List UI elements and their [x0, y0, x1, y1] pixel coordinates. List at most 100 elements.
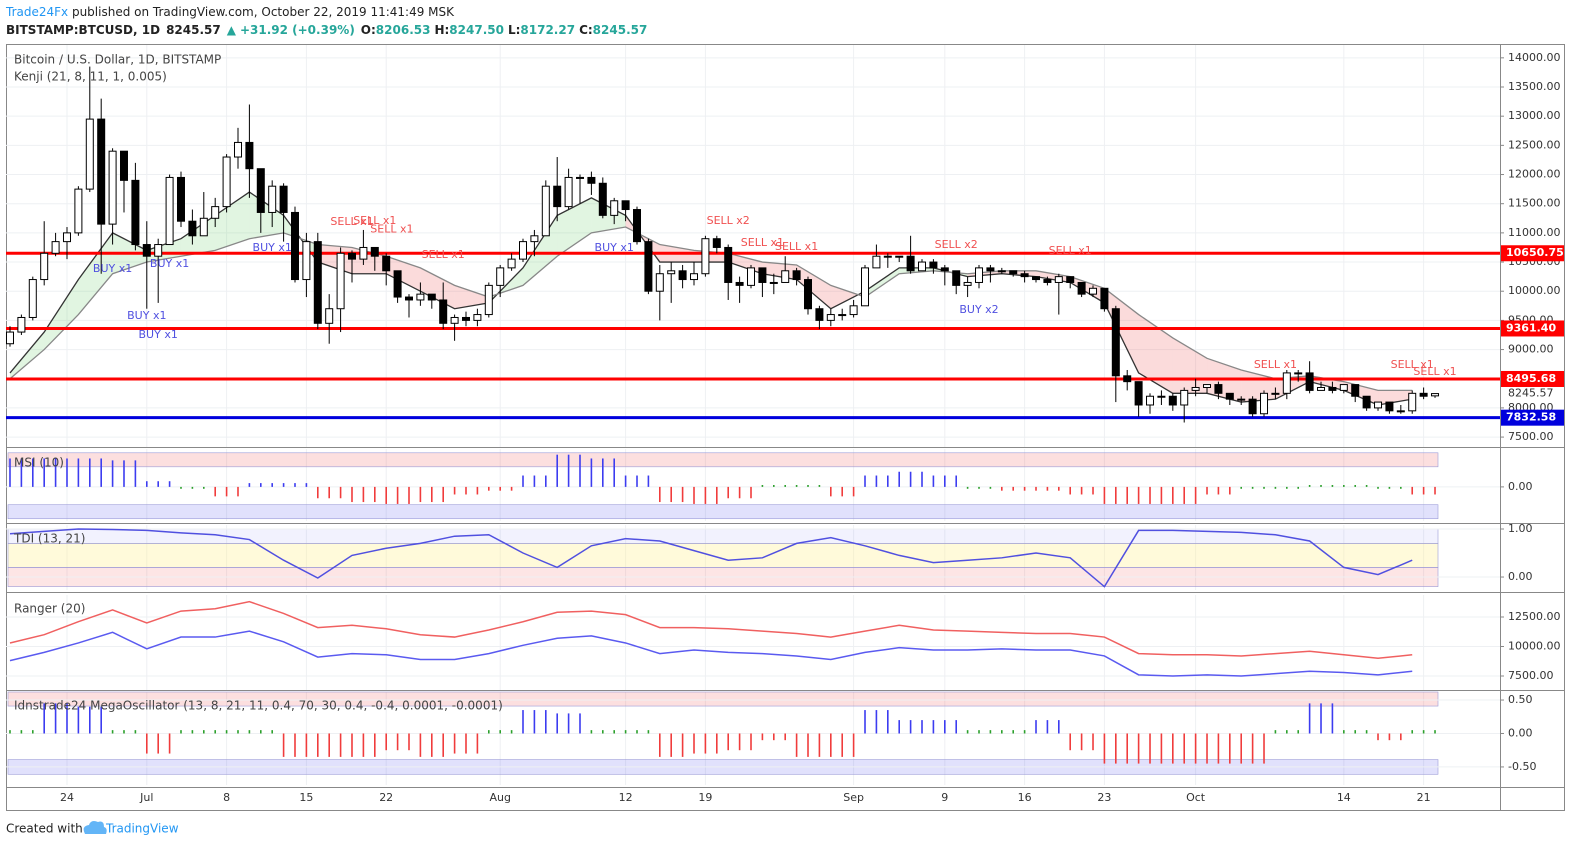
candle-body	[119, 150, 128, 181]
x-tick-label: 12	[619, 791, 633, 804]
x-tick-label: 14	[1337, 791, 1351, 804]
y-tick-label: 0.00	[1508, 480, 1533, 493]
candle-body	[1032, 276, 1041, 281]
x-tick-label: 9	[941, 791, 948, 804]
candle-body	[393, 270, 402, 298]
level-tag	[1501, 370, 1564, 387]
candle-body	[1282, 372, 1291, 394]
cloud	[44, 279, 79, 350]
candle-body	[1260, 392, 1269, 415]
candle-body	[952, 270, 961, 286]
candle-body	[1328, 386, 1337, 391]
cloud	[9, 332, 45, 379]
candle-body	[507, 258, 516, 269]
symbol: BITSTAMP:BTCUSD, 1D	[6, 23, 160, 37]
signal-label: SELL x1	[741, 236, 784, 249]
tv-brand[interactable]: TradingView	[105, 822, 179, 836]
candle-body	[17, 316, 26, 333]
y-tick-label: 13000.00	[1508, 109, 1561, 122]
candle-body	[1374, 401, 1383, 409]
published: published on TradingView.com, October 22…	[68, 5, 455, 19]
candle-body	[541, 185, 550, 237]
last-price: 8245.57	[1508, 387, 1554, 400]
candle-body	[382, 255, 391, 272]
signal-label: SELL x1	[1049, 244, 1092, 257]
plot-layer: 24 Jul 8 15 22 Aug 12 19 Sep 9 16 23 Oct 14 21 7500.00 8…	[5, 45, 1564, 804]
candle-body	[51, 241, 60, 254]
candle-body	[621, 200, 630, 211]
signal-label: SELL x2	[707, 214, 750, 227]
candle-body	[154, 244, 163, 257]
candle-body	[5, 331, 14, 345]
candle-body	[530, 235, 539, 243]
high-label: H:	[434, 23, 449, 37]
candle-body	[758, 267, 767, 283]
candle-body	[644, 241, 653, 292]
cloud	[523, 215, 558, 286]
candle-body	[1225, 392, 1234, 400]
candle-body	[1431, 393, 1440, 397]
candle-body	[872, 255, 881, 269]
band	[7, 452, 1439, 468]
series-line	[9, 528, 1413, 588]
y-tick-label: 10000.00	[1508, 284, 1561, 297]
band	[7, 504, 1439, 520]
series-line	[9, 600, 1413, 660]
candle-body	[176, 176, 185, 222]
open: 8206.53	[376, 23, 431, 37]
x-tick-label: Oct	[1186, 791, 1206, 804]
author[interactable]: Trade24Fx	[5, 5, 68, 19]
candle-body	[1339, 384, 1348, 391]
candle-body	[131, 179, 140, 246]
y-tick-label: 1.00	[1508, 522, 1533, 535]
y-tick-label: 12500.00	[1508, 138, 1561, 151]
candle-body	[1054, 276, 1063, 283]
created-with: Created with	[6, 822, 83, 836]
band	[7, 691, 1439, 707]
candle-body	[861, 267, 870, 307]
signal-label: SELL x1	[1413, 365, 1456, 378]
cloud	[1378, 390, 1413, 405]
open-label: O:	[361, 23, 376, 37]
candle-body	[108, 150, 117, 225]
pane-title: Idnstrade24 MegaOscillator (13, 8, 21, 1…	[14, 699, 503, 713]
level-label: 9361.40	[1506, 321, 1556, 334]
candle-body	[1396, 410, 1405, 413]
candle-body	[484, 284, 493, 316]
candle-body	[439, 299, 448, 324]
signal-label: SELL x2	[935, 238, 978, 251]
candle-body	[747, 267, 756, 286]
candle-body	[1294, 372, 1303, 375]
last: 8245.57	[166, 23, 221, 37]
candle-body	[906, 255, 915, 272]
candle-body	[1271, 392, 1280, 395]
x-tick-label: 21	[1417, 791, 1431, 804]
signal-label: BUY x1	[139, 328, 178, 341]
cloud	[796, 264, 831, 309]
up-arrow: ▲	[227, 23, 237, 37]
x-tick-label: 15	[299, 791, 313, 804]
candle-body	[1043, 279, 1052, 283]
candle-body	[233, 141, 242, 158]
candle-body	[325, 308, 334, 324]
candle-body	[610, 200, 619, 216]
signal-label: SELL x1	[330, 215, 373, 228]
candle-body	[895, 255, 904, 258]
cloud	[454, 285, 489, 309]
y-tick-label: 0.00	[1508, 570, 1533, 583]
candle-body	[1248, 398, 1257, 415]
candle-body	[1157, 395, 1166, 398]
candle-body	[1237, 398, 1246, 401]
cloud	[1343, 381, 1379, 405]
level-label: 10650.75	[1506, 246, 1564, 259]
candle-body	[302, 241, 311, 281]
candle-body	[473, 314, 482, 321]
candle-body	[724, 246, 733, 283]
candle-body	[416, 293, 425, 301]
y-tick-label: 7500.00	[1508, 430, 1554, 443]
y-tick-label: 13500.00	[1508, 80, 1561, 93]
signal-label: BUY x1	[150, 257, 189, 270]
candle-body	[188, 220, 197, 237]
signal-label: BUY x1	[253, 241, 292, 254]
candle-body	[553, 185, 562, 208]
